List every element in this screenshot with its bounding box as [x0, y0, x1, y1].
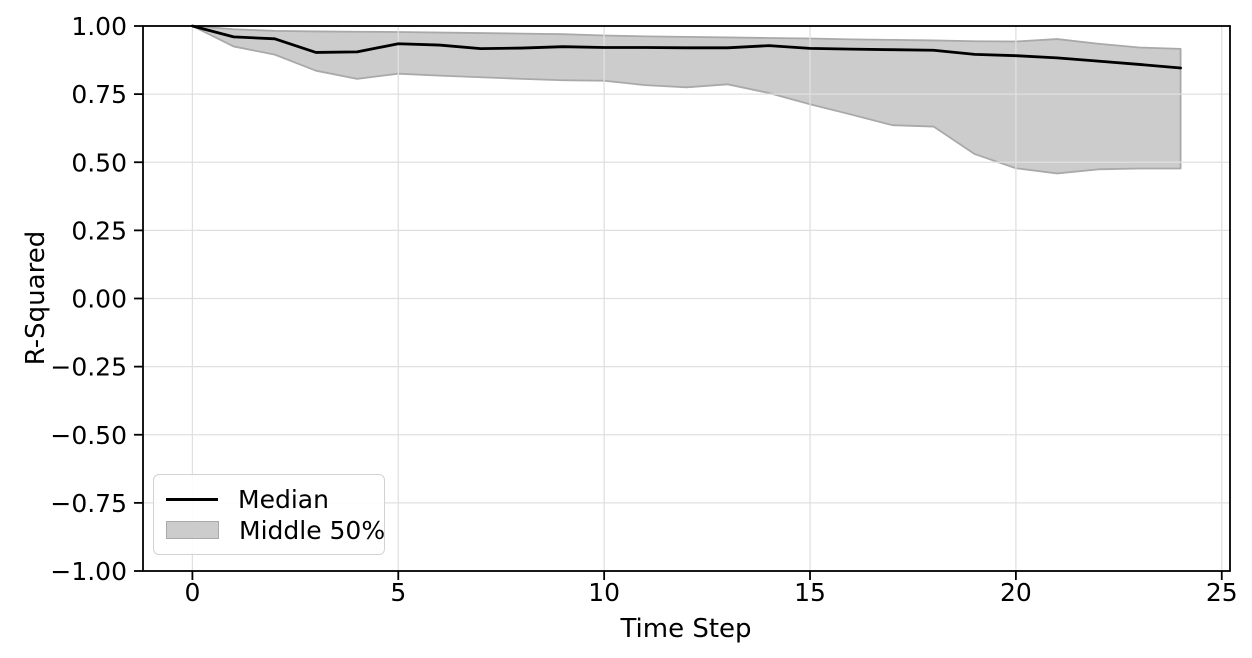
y-tick-label: −0.75 — [50, 489, 127, 518]
legend-item-middle-50: Middle 50% — [166, 516, 385, 544]
median-line-swatch-icon — [166, 497, 218, 501]
x-axis-label: Time Step — [620, 614, 752, 644]
band-patch-swatch-icon — [166, 521, 219, 539]
y-axis-label: R-Squared — [21, 230, 51, 366]
x-tick-label: 15 — [794, 578, 826, 607]
legend: Median Middle 50% — [153, 474, 385, 555]
y-tick-label: −1.00 — [50, 557, 127, 586]
median-line — [191, 24, 1182, 70]
legend-label-median: Median — [238, 484, 329, 514]
y-tick-label: −0.25 — [50, 353, 127, 382]
x-tick-label: 10 — [588, 578, 620, 607]
x-tick-label: 25 — [1206, 578, 1238, 607]
legend-item-median: Median — [166, 485, 370, 513]
y-tick-label: 0.25 — [71, 216, 127, 245]
legend-label-middle-50: Middle 50% — [239, 515, 386, 545]
x-tick-label: 0 — [184, 578, 200, 607]
y-tick-label: 0.50 — [71, 148, 127, 177]
middle-50-band — [191, 25, 1182, 175]
y-tick-label: 0.00 — [71, 285, 127, 314]
y-tick-label: 0.75 — [71, 80, 127, 109]
x-tick-label: 5 — [390, 578, 406, 607]
y-tick-label: −0.50 — [50, 421, 127, 450]
y-tick-label: 1.00 — [71, 12, 127, 41]
x-tick-label: 20 — [1000, 578, 1032, 607]
